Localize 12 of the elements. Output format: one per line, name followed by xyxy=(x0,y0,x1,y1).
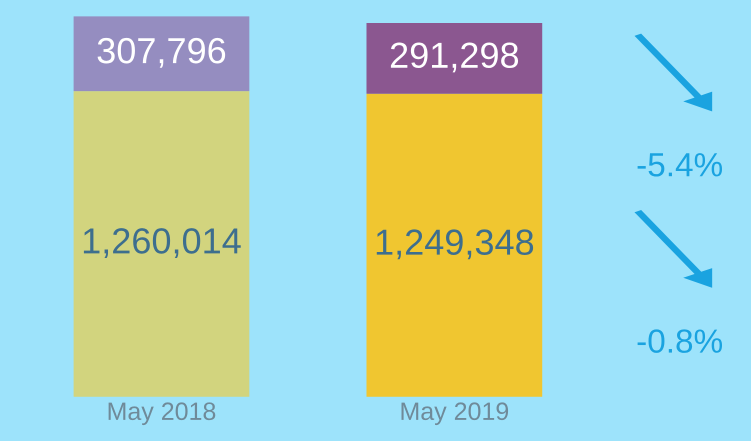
data-label: 291,298 xyxy=(390,42,518,72)
bar xyxy=(366,23,542,94)
text: -0.8% xyxy=(638,329,722,353)
data-label: 1,249,348 xyxy=(376,229,534,260)
data-label: 307,796 xyxy=(98,38,226,68)
data-label: 1,260,014 xyxy=(84,228,241,258)
x-tick-label: May 2018 xyxy=(108,402,216,426)
text: -5.4% xyxy=(638,153,722,177)
bar xyxy=(74,16,250,92)
bar xyxy=(74,91,250,397)
bar xyxy=(366,94,542,397)
x-tick-label: May 2019 xyxy=(402,402,508,426)
